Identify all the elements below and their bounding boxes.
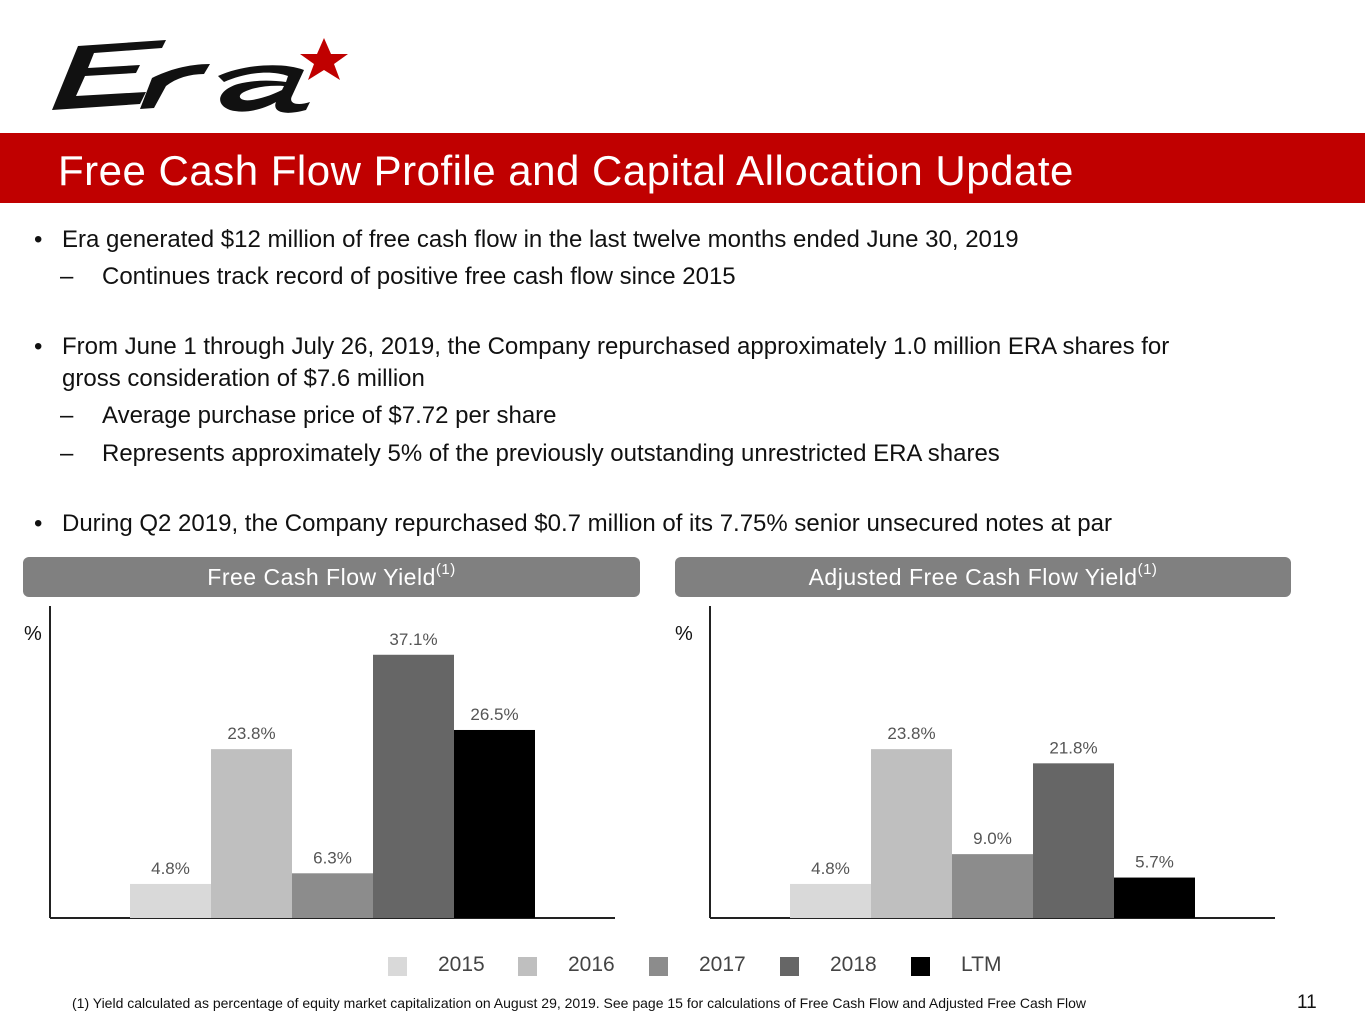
bullet-text: gross consideration of $7.6 million [62, 365, 425, 392]
chart-1-bar-ltm [454, 729, 535, 918]
page-number: 11 [1297, 992, 1317, 1013]
legend-swatch [911, 957, 930, 976]
bullet-text: Era generated $12 million of free cash f… [62, 226, 1019, 253]
legend-swatch [780, 957, 799, 976]
legend-label: 2017 [699, 953, 746, 976]
chart-1-bar-2018 [373, 654, 454, 918]
bullet-text: From June 1 through July 26, 2019, the C… [62, 333, 1170, 360]
chart-2-ylabel: % [675, 623, 693, 645]
chart-1-title-text: Free Cash Flow Yield [207, 564, 436, 590]
bullet-text: Continues track record of positive free … [102, 263, 736, 290]
legend-label: 2016 [568, 953, 615, 976]
page-title: Free Cash Flow Profile and Capital Alloc… [58, 147, 1074, 194]
chart-2-data-label-2017: 9.0% [973, 829, 1012, 848]
chart-2-data-label-2016: 23.8% [887, 724, 935, 743]
bullet-text: Average purchase price of $7.72 per shar… [102, 402, 557, 429]
bullet-marker: • [34, 226, 43, 253]
chart-2-adjusted-free-cash-flow-yield: 4.8% 23.8% 9.0% 21.8% 5.7% [709, 606, 1275, 919]
legend-label: 2018 [830, 953, 877, 976]
star-icon [300, 38, 348, 80]
chart-1-ylabel: % [24, 623, 42, 645]
title-bar: Free Cash Flow Profile and Capital Alloc… [0, 133, 1365, 203]
chart-2-bar-2015 [790, 883, 871, 918]
chart-1-data-label-2015: 4.8% [151, 859, 190, 878]
legend-label: LTM [961, 953, 1002, 976]
chart-1-bar-2017 [292, 873, 373, 918]
chart-2-title-footnote: (1) [1137, 561, 1158, 578]
chart-1-title-footnote: (1) [435, 561, 456, 578]
chart-1-data-label-2018: 37.1% [389, 630, 437, 649]
bullet-marker: • [34, 333, 43, 360]
chart-2-bar-2016 [871, 749, 952, 918]
chart-legend: 2015 2016 2017 2018 LTM [0, 952, 1365, 982]
chart-1-data-label-2016: 23.8% [227, 724, 275, 743]
chart-1-data-label-2017: 6.3% [313, 848, 352, 867]
bullet-marker: – [60, 440, 74, 467]
chart-2-bar-2018 [1033, 763, 1114, 918]
bullet-text: During Q2 2019, the Company repurchased … [62, 510, 1112, 537]
era-logo-mark [52, 38, 348, 113]
legend-swatch [388, 957, 407, 976]
bullet-text: Represents approximately 5% of the previ… [102, 440, 1000, 467]
chart-1-free-cash-flow-yield: 4.8% 23.8% 6.3% 37.1% 26.5% [49, 606, 615, 919]
chart-2-data-label-ltm: 5.7% [1135, 853, 1174, 872]
chart-2-data-label-2015: 4.8% [811, 859, 850, 878]
chart-1-data-label-ltm: 26.5% [470, 705, 518, 724]
footnote: (1) Yield calculated as percentage of eq… [72, 995, 1087, 1011]
chart-2-title-text: Adjusted Free Cash Flow Yield [808, 564, 1138, 590]
legend-label: 2015 [438, 953, 485, 976]
bullet-marker: – [60, 402, 74, 429]
chart-1-bar-2016 [211, 749, 292, 918]
bullet-marker: – [60, 263, 74, 290]
chart-2-bar-ltm [1114, 877, 1195, 918]
chart-1-title: Free Cash Flow Yield(1) [23, 557, 640, 597]
bullet-marker: • [34, 510, 43, 537]
chart-2-title: Adjusted Free Cash Flow Yield(1) [675, 557, 1291, 597]
chart-2-bar-2017 [952, 854, 1033, 918]
legend-swatch [518, 957, 537, 976]
legend-swatch [649, 957, 668, 976]
chart-1-bar-2015 [130, 883, 211, 918]
chart-2-data-label-2018: 21.8% [1049, 738, 1097, 757]
